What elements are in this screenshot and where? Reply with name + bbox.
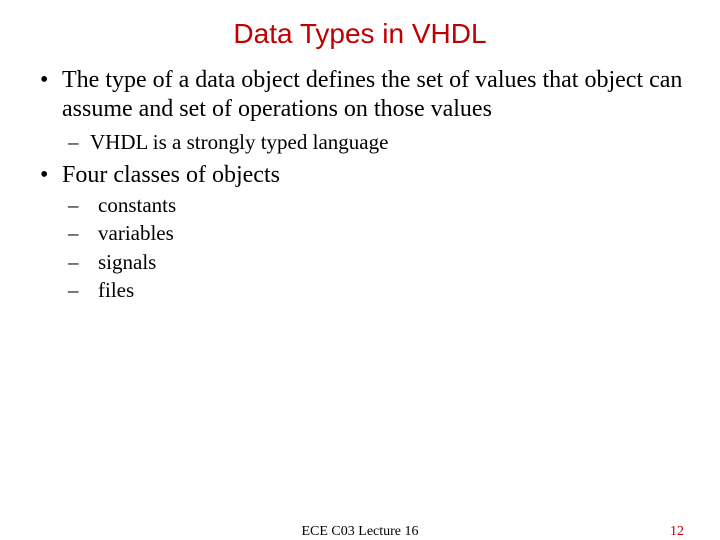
bullet-l1: Four classes of objects [36,161,684,190]
page-number: 12 [670,524,684,540]
bullet-l2: files [36,277,684,303]
bullet-l2: constants [36,192,684,218]
bullet-l2: variables [36,220,684,246]
bullet-l2: signals [36,249,684,275]
bullet-l2: VHDL is a strongly typed language [36,129,684,155]
footer-center-text: ECE C03 Lecture 16 [0,524,720,540]
bullet-l1: The type of a data object defines the se… [36,66,684,125]
slide: Data Types in VHDL The type of a data ob… [0,0,720,540]
slide-title: Data Types in VHDL [36,18,684,50]
bullet-list: The type of a data object defines the se… [36,66,684,303]
